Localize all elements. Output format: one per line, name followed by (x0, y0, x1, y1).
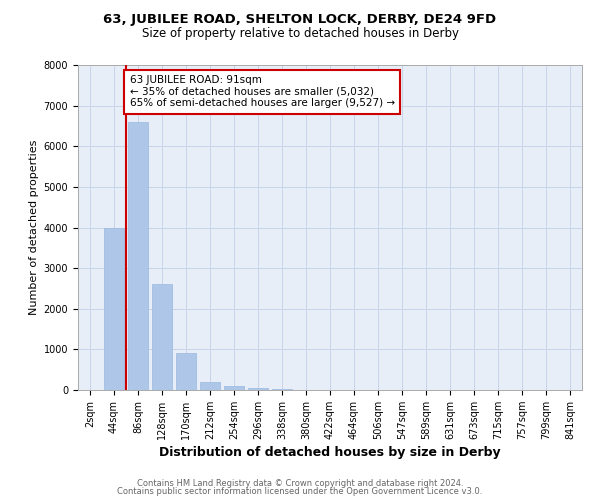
Text: 63 JUBILEE ROAD: 91sqm
← 35% of detached houses are smaller (5,032)
65% of semi-: 63 JUBILEE ROAD: 91sqm ← 35% of detached… (130, 75, 395, 108)
Bar (176, 354, 196, 390)
Text: Contains HM Land Registry data © Crown copyright and database right 2024.: Contains HM Land Registry data © Crown c… (137, 478, 463, 488)
X-axis label: Distribution of detached houses by size in Derby: Distribution of detached houses by size … (159, 446, 501, 459)
Bar (272, 389, 292, 390)
Text: Contains public sector information licensed under the Open Government Licence v3: Contains public sector information licen… (118, 487, 482, 496)
Bar (104, 228, 124, 390)
Bar (152, 284, 172, 390)
Bar (248, 388, 268, 390)
Text: Size of property relative to detached houses in Derby: Size of property relative to detached ho… (142, 28, 458, 40)
Bar (128, 122, 148, 390)
Bar (200, 382, 220, 390)
Bar (224, 386, 244, 390)
Y-axis label: Number of detached properties: Number of detached properties (29, 140, 40, 315)
Text: 63, JUBILEE ROAD, SHELTON LOCK, DERBY, DE24 9FD: 63, JUBILEE ROAD, SHELTON LOCK, DERBY, D… (103, 12, 497, 26)
